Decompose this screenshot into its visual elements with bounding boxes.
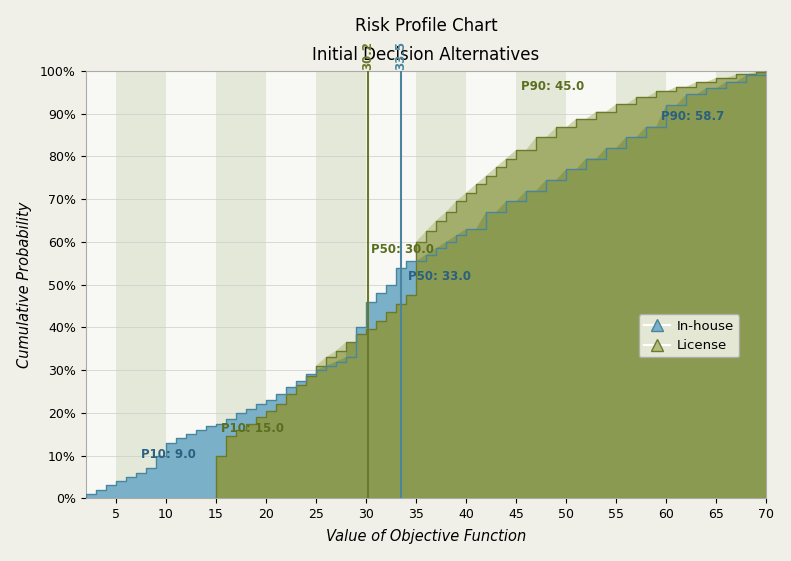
- Text: P50: 30.0: P50: 30.0: [371, 242, 434, 256]
- Bar: [316, 71, 366, 498]
- Legend: In-house, License: In-house, License: [638, 314, 740, 357]
- Bar: [165, 71, 216, 498]
- Text: 30.2: 30.2: [361, 41, 374, 70]
- Bar: [115, 71, 165, 498]
- Bar: [466, 71, 516, 498]
- Bar: [666, 71, 717, 498]
- Bar: [216, 71, 266, 498]
- Text: P90: 58.7: P90: 58.7: [661, 110, 725, 123]
- Y-axis label: Cumulative Probability: Cumulative Probability: [17, 201, 32, 368]
- Text: P90: 45.0: P90: 45.0: [521, 80, 585, 93]
- Bar: [516, 71, 566, 498]
- Bar: [416, 71, 466, 498]
- Text: P10: 15.0: P10: 15.0: [221, 422, 284, 435]
- Bar: [566, 71, 616, 498]
- Bar: [616, 71, 666, 498]
- Text: P50: 33.0: P50: 33.0: [408, 270, 471, 283]
- Bar: [366, 71, 416, 498]
- Bar: [717, 71, 766, 498]
- X-axis label: Value of Objective Function: Value of Objective Function: [326, 530, 526, 544]
- Bar: [85, 71, 115, 498]
- Title: Risk Profile Chart
Initial Decision Alternatives: Risk Profile Chart Initial Decision Alte…: [312, 17, 539, 64]
- Text: 33.5: 33.5: [395, 41, 407, 70]
- Bar: [266, 71, 316, 498]
- Text: P10: 9.0: P10: 9.0: [141, 448, 195, 461]
